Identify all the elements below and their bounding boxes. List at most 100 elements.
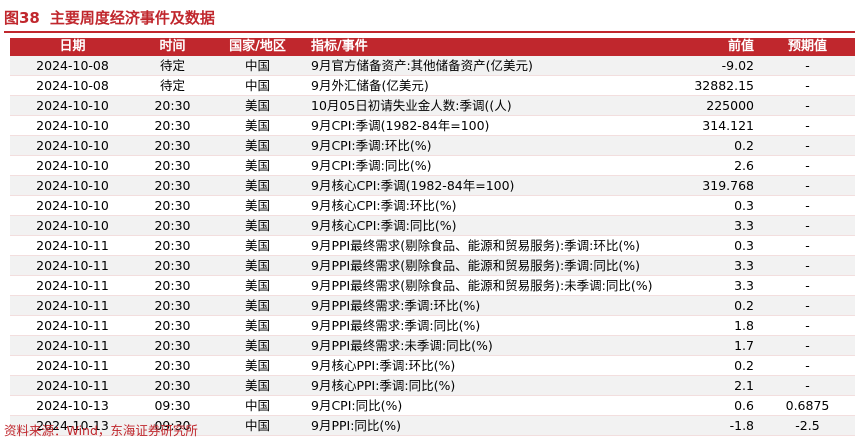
table-header-row: 日期 时间 国家/地区 指标/事件 前值 预期值 — [10, 38, 855, 56]
cell-previous: 2.6 — [652, 155, 760, 176]
cell-forecast: - — [760, 155, 855, 176]
cell-date: 2024-10-11 — [10, 315, 135, 336]
cell-previous: 319.768 — [652, 175, 760, 196]
cell-date: 2024-10-10 — [10, 215, 135, 236]
table-row: 2024-10-10 20:30 美国 9月CPI:季调:环比(%) 0.2- — [10, 135, 855, 156]
cell-forecast: 0.6875 — [760, 395, 855, 416]
cell-forecast: - — [760, 355, 855, 376]
cell-country: 美国 — [210, 155, 305, 176]
cell-previous: -9.02 — [652, 56, 760, 76]
cell-indicator: 9月官方储备资产:其他储备资产(亿美元) — [305, 56, 652, 76]
header-forecast: 预期值 — [760, 38, 855, 56]
cell-indicator: 9月PPI最终需求(剔除食品、能源和贸易服务):未季调:同比(%) — [305, 275, 652, 296]
table-row: 2024-10-11 20:30 美国 9月核心PPI:季调:同比(%) 2.1- — [10, 375, 855, 396]
table-row: 2024-10-08 待定 中国 9月外汇储备(亿美元) 32882.15- — [10, 75, 855, 96]
table-row: 2024-10-10 20:30 美国 9月核心CPI:季调:环比(%) 0.3- — [10, 195, 855, 216]
cell-date: 2024-10-13 — [10, 395, 135, 416]
cell-forecast: - — [760, 375, 855, 396]
cell-time: 20:30 — [135, 315, 210, 336]
cell-time: 20:30 — [135, 275, 210, 296]
cell-country: 美国 — [210, 355, 305, 376]
cell-forecast: - — [760, 215, 855, 236]
cell-time: 20:30 — [135, 155, 210, 176]
header-previous: 前值 — [652, 38, 760, 56]
cell-time: 20:30 — [135, 255, 210, 276]
cell-indicator: 9月外汇储备(亿美元) — [305, 75, 652, 96]
cell-date: 2024-10-11 — [10, 235, 135, 256]
cell-date: 2024-10-11 — [10, 375, 135, 396]
cell-date: 2024-10-10 — [10, 135, 135, 156]
cell-country: 美国 — [210, 175, 305, 196]
table-row: 2024-10-11 20:30 美国 9月PPI最终需求(剔除食品、能源和贸易服务)… — [10, 235, 855, 256]
table-row: 2024-10-11 20:30 美国 9月核心PPI:季调:环比(%) 0.2- — [10, 355, 855, 376]
cell-indicator: 9月PPI:同比(%) — [305, 415, 652, 436]
cell-previous: 3.3 — [652, 255, 760, 276]
cell-date: 2024-10-11 — [10, 335, 135, 356]
cell-indicator: 9月CPI:季调(1982-84年=100) — [305, 115, 652, 136]
cell-time: 待定 — [135, 75, 210, 96]
cell-previous: 0.2 — [652, 355, 760, 376]
cell-time: 待定 — [135, 56, 210, 76]
table-row: 2024-10-11 20:30 美国 9月PPI最终需求(剔除食品、能源和贸易服务)… — [10, 255, 855, 276]
cell-country: 中国 — [210, 415, 305, 436]
cell-date: 2024-10-11 — [10, 275, 135, 296]
table-row: 2024-10-11 20:30 美国 9月PPI最终需求:未季调:同比(%) 1.7- — [10, 335, 855, 356]
cell-time: 09:30 — [135, 395, 210, 416]
cell-indicator: 9月CPI:季调:同比(%) — [305, 155, 652, 176]
cell-previous: 0.2 — [652, 295, 760, 316]
cell-country: 中国 — [210, 395, 305, 416]
cell-forecast: - — [760, 335, 855, 356]
cell-forecast: - — [760, 235, 855, 256]
table-row: 2024-10-11 20:30 美国 9月PPI最终需求:季调:同比(%) 1.8- — [10, 315, 855, 336]
cell-time: 20:30 — [135, 375, 210, 396]
table-body: 2024-10-08 待定 中国 9月官方储备资产:其他储备资产(亿美元) -9.02-… — [10, 56, 855, 436]
cell-date: 2024-10-10 — [10, 115, 135, 136]
cell-date: 2024-10-10 — [10, 175, 135, 196]
cell-indicator: 9月PPI最终需求:季调:同比(%) — [305, 315, 652, 336]
cell-country: 美国 — [210, 255, 305, 276]
cell-forecast: -2.5 — [760, 415, 855, 436]
cell-time: 20:30 — [135, 195, 210, 216]
cell-indicator: 9月核心CPI:季调:环比(%) — [305, 195, 652, 216]
cell-forecast: - — [760, 115, 855, 136]
cell-previous: 2.1 — [652, 375, 760, 396]
economic-events-table: 日期 时间 国家/地区 指标/事件 前值 预期值 2024-10-08 待定 中国 9… — [10, 38, 855, 436]
cell-indicator: 9月CPI:季调:环比(%) — [305, 135, 652, 156]
cell-previous: 3.3 — [652, 215, 760, 236]
cell-forecast: - — [760, 255, 855, 276]
cell-date: 2024-10-10 — [10, 155, 135, 176]
cell-country: 美国 — [210, 295, 305, 316]
table-row: 2024-10-10 20:30 美国 9月CPI:季调:同比(%) 2.6- — [10, 155, 855, 176]
table-row: 2024-10-10 20:30 美国 9月核心CPI:季调(1982-84年=100… — [10, 175, 855, 196]
cell-time: 20:30 — [135, 115, 210, 136]
cell-date: 2024-10-10 — [10, 95, 135, 116]
cell-country: 美国 — [210, 195, 305, 216]
cell-forecast: - — [760, 56, 855, 76]
cell-date: 2024-10-08 — [10, 75, 135, 96]
cell-indicator: 10月05日初请失业金人数:季调((人) — [305, 95, 652, 116]
cell-country: 美国 — [210, 135, 305, 156]
table-row: 2024-10-10 20:30 美国 9月核心CPI:季调:同比(%) 3.3- — [10, 215, 855, 236]
cell-forecast: - — [760, 95, 855, 116]
table-row: 2024-10-10 20:30 美国 9月CPI:季调(1982-84年=100) 3… — [10, 115, 855, 136]
cell-indicator: 9月核心CPI:季调:同比(%) — [305, 215, 652, 236]
cell-forecast: - — [760, 275, 855, 296]
cell-previous: -1.8 — [652, 415, 760, 436]
cell-country: 美国 — [210, 95, 305, 116]
cell-indicator: 9月PPI最终需求:季调:环比(%) — [305, 295, 652, 316]
cell-previous: 0.6 — [652, 395, 760, 416]
cell-time: 20:30 — [135, 215, 210, 236]
cell-time: 20:30 — [135, 135, 210, 156]
header-indicator: 指标/事件 — [305, 38, 652, 56]
cell-time: 20:30 — [135, 295, 210, 316]
cell-indicator: 9月PPI最终需求:未季调:同比(%) — [305, 335, 652, 356]
table-row: 2024-10-10 20:30 美国 10月05日初请失业金人数:季调((人) 225… — [10, 95, 855, 116]
cell-time: 20:30 — [135, 95, 210, 116]
cell-previous: 32882.15 — [652, 75, 760, 96]
cell-date: 2024-10-11 — [10, 255, 135, 276]
cell-country: 美国 — [210, 235, 305, 256]
cell-indicator: 9月PPI最终需求(剔除食品、能源和贸易服务):季调:同比(%) — [305, 255, 652, 276]
cell-indicator: 9月CPI:同比(%) — [305, 395, 652, 416]
cell-forecast: - — [760, 295, 855, 316]
figure-caption: 主要周度经济事件及数据 — [49, 9, 215, 27]
